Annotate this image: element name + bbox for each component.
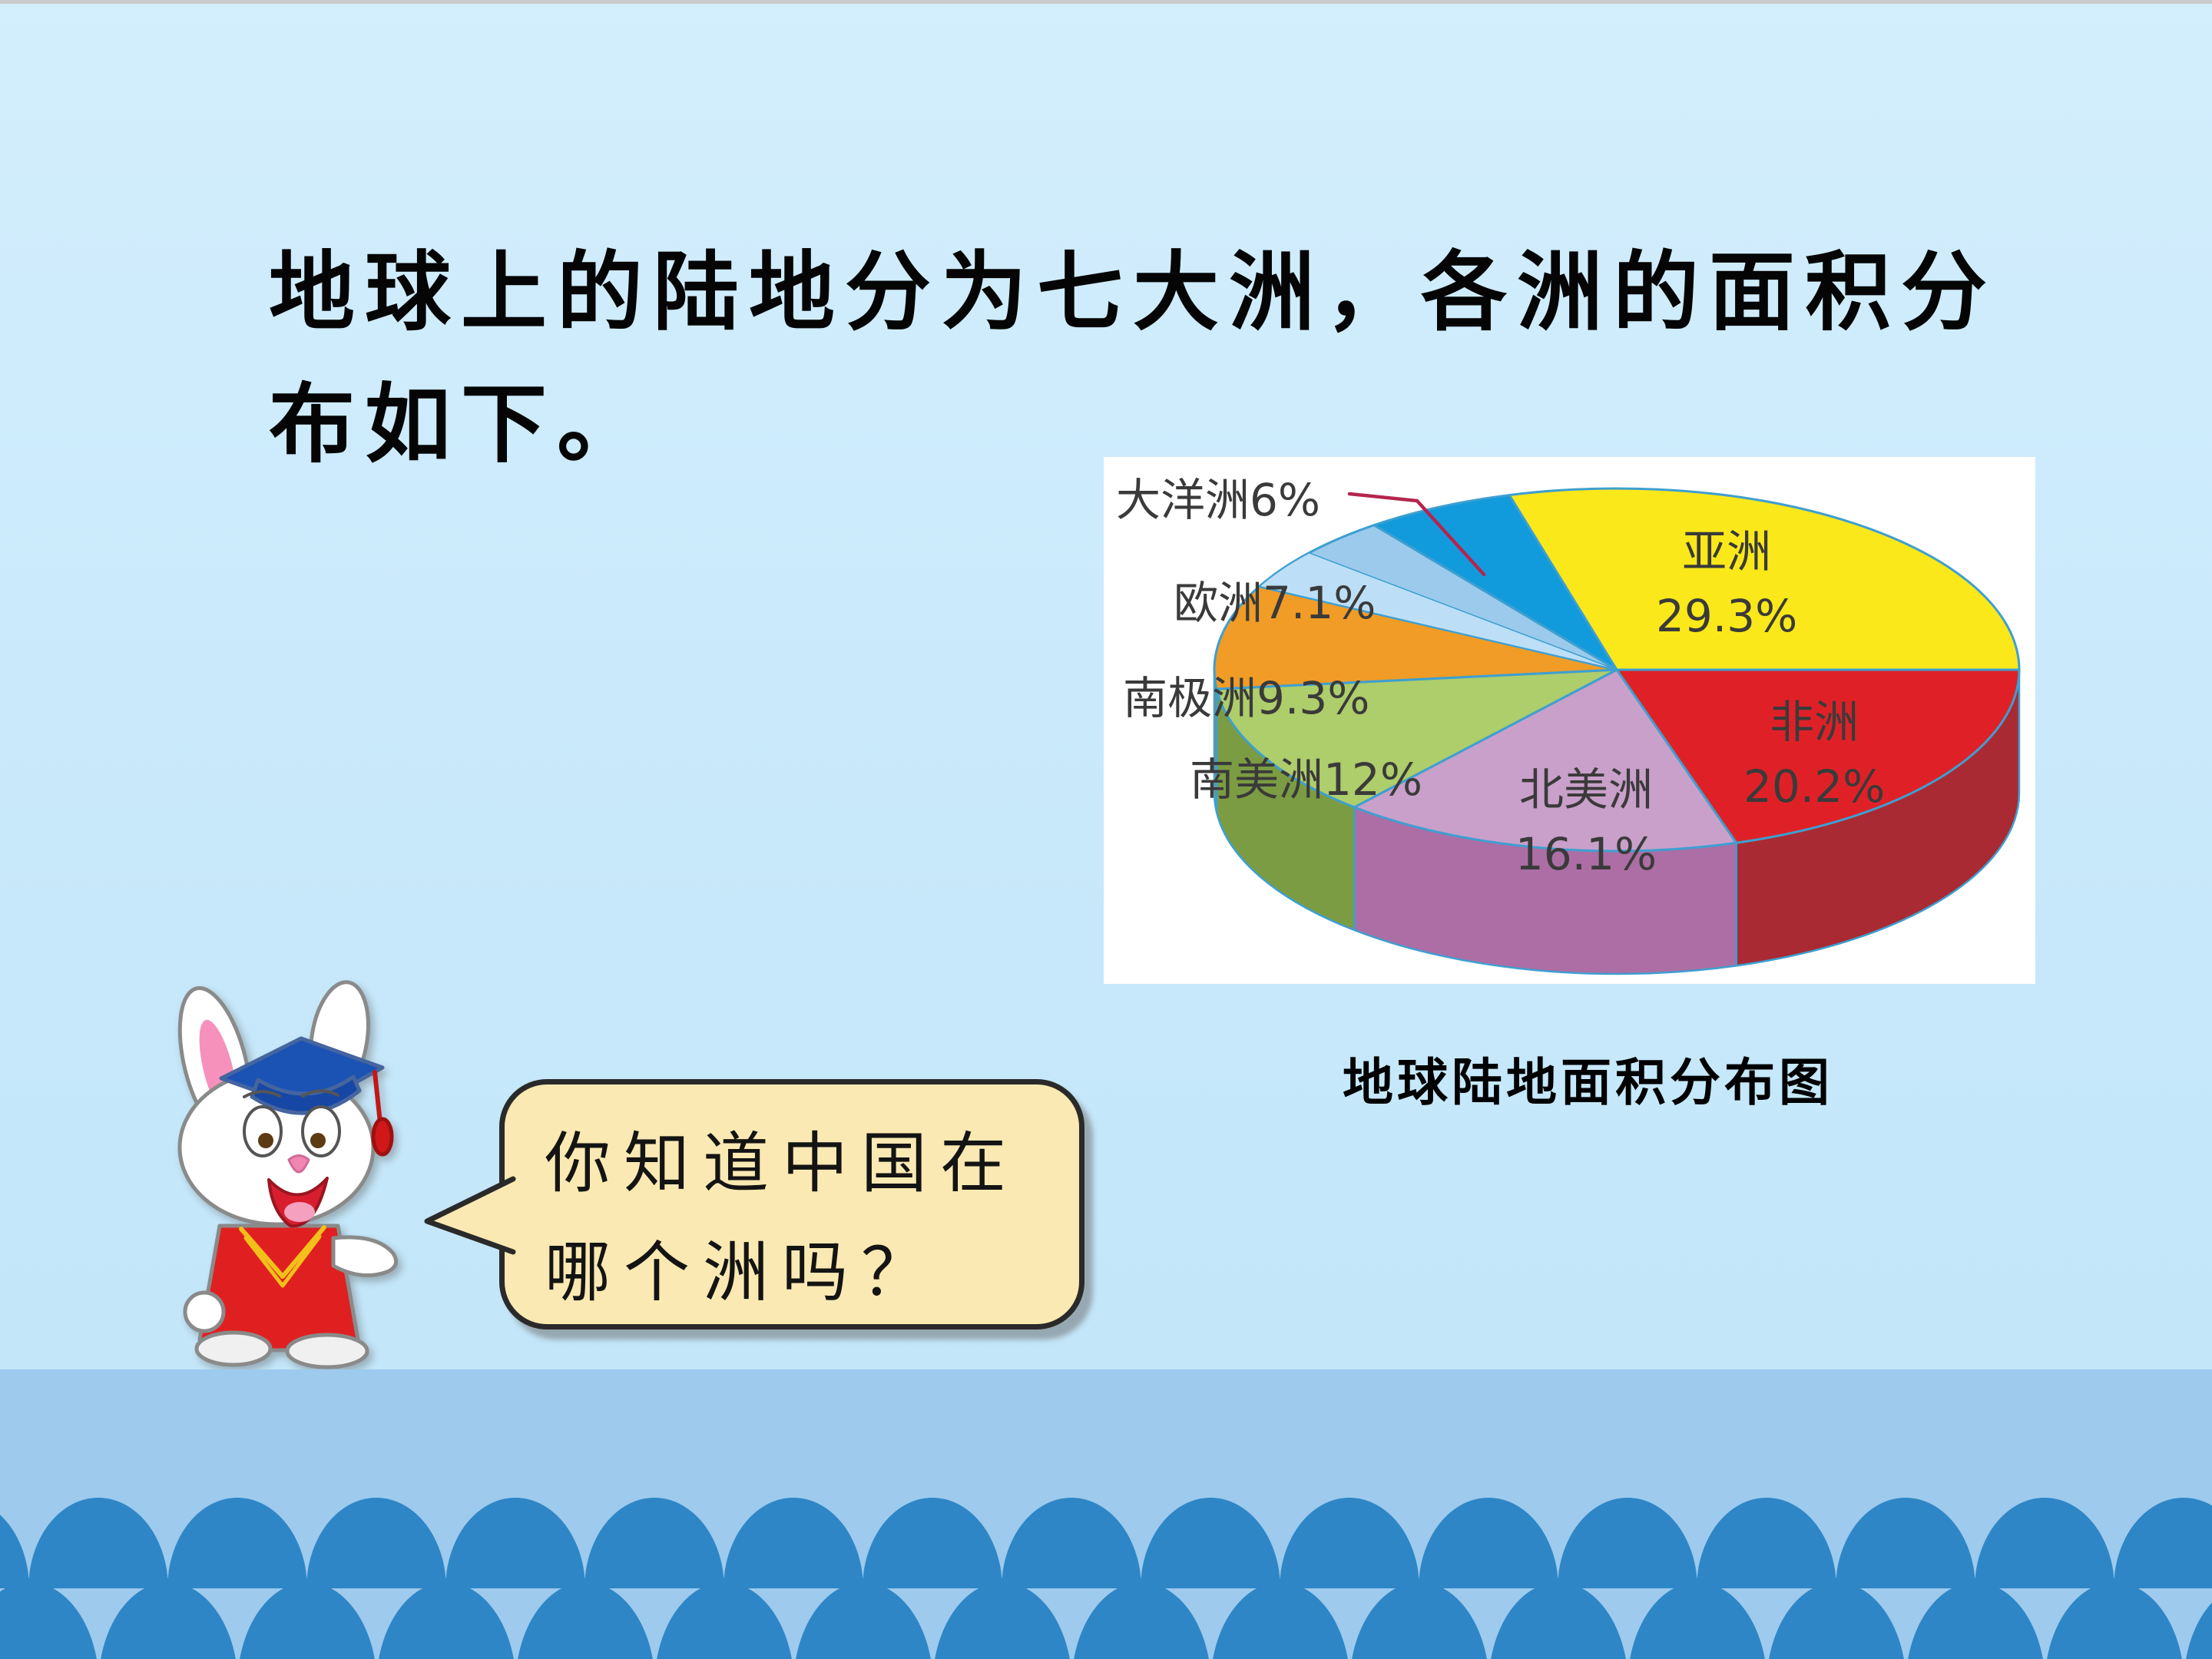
wave-dome-row1 <box>306 1498 446 1588</box>
pie-slice-europe-highlight <box>1258 552 1618 671</box>
speech-bubble-tail <box>424 1176 516 1255</box>
speech-line-2: 哪个洲吗？ <box>545 1236 940 1310</box>
wave-dome-row2 <box>1767 1582 1906 1659</box>
rabbit-right-eye <box>301 1105 341 1157</box>
wave-dome-row1 <box>1002 1498 1141 1588</box>
title-line-1: 地球上的陆地分为七大洲，各洲的面积分 <box>269 246 1997 341</box>
wave-dome-row2 <box>98 1582 238 1659</box>
wave-dome-row2 <box>376 1582 516 1659</box>
top-edge-strip <box>0 0 2212 4</box>
pie-label-south-america: 南美洲12% <box>1190 753 1422 806</box>
wave-dome-row1 <box>1697 1498 1836 1588</box>
wave-dome-row1 <box>1141 1498 1280 1588</box>
wave-dome-row1 <box>445 1498 585 1588</box>
rabbit-nose <box>287 1154 310 1174</box>
wave-dome-row2 <box>1628 1582 1767 1659</box>
wave-dome-row2 <box>1071 1582 1211 1659</box>
rabbit-left-pupil <box>258 1133 273 1148</box>
wave-dome-row2 <box>1210 1582 1350 1659</box>
wave-dome-row1 <box>863 1498 1002 1588</box>
wave-dome-row1 <box>28 1498 168 1588</box>
rabbit-left-foot <box>194 1330 273 1367</box>
rabbit-right-pupil <box>310 1133 326 1148</box>
speech-bubble-text: 你知道中国在 哪个洲吗？ <box>545 1109 1019 1327</box>
wave-dome-row1 <box>1836 1498 1975 1588</box>
rabbit-mascot <box>177 980 399 1369</box>
wave-dome-row2 <box>1349 1582 1489 1659</box>
pie-label-asia: 亚洲 29.3% <box>1656 525 1798 642</box>
pie-slice-north-america <box>1353 668 1738 853</box>
rabbit-cap-tassel <box>371 1117 394 1157</box>
rabbit-left-eyebrow <box>243 1090 281 1098</box>
rabbit-cap-tassel-cord <box>373 1070 382 1125</box>
wave-dome-row2 <box>932 1582 1072 1659</box>
wave-dome-row2 <box>1488 1582 1628 1659</box>
speech-line-1: 你知道中国在 <box>545 1127 1019 1200</box>
wave-dome-row2 <box>0 1582 99 1659</box>
wave-dome-row1 <box>167 1498 307 1588</box>
rabbit-right-foot <box>285 1333 369 1369</box>
rabbit-tongue <box>284 1202 315 1222</box>
wave-dome-row2 <box>793 1582 933 1659</box>
rabbit-right-eyebrow <box>301 1089 339 1098</box>
rabbit-collar-trim-2 <box>243 1234 322 1288</box>
title-line-2: 布如下。 <box>269 378 653 473</box>
pie-chart <box>1213 487 2021 975</box>
wave-dome-row2 <box>237 1582 377 1659</box>
pie-slice-south-america <box>1215 668 1618 809</box>
pie-slice-africa <box>1615 668 2021 844</box>
wave-dome-row2 <box>515 1582 655 1659</box>
pie-callout-line-oceania <box>1347 492 1486 577</box>
rabbit-arm-pointing <box>331 1235 399 1277</box>
chart-panel <box>1104 457 2035 984</box>
wave-dome-row1 <box>1975 1498 2114 1588</box>
pie-label-europe: 欧洲7.1% <box>1174 577 1376 629</box>
pie-label-north-america: 北美洲 16.1% <box>1515 763 1657 880</box>
wave-dome-row2 <box>1906 1582 2045 1659</box>
wave-dome-row1 <box>1558 1498 1697 1588</box>
rabbit-left-paw <box>183 1290 226 1333</box>
rabbit-left-eye <box>243 1105 283 1157</box>
wave-dome-row2 <box>2184 1582 2212 1659</box>
pie-label-oceania: 大洋洲6% <box>1116 474 1321 526</box>
wave-dome-row1 <box>0 1498 29 1588</box>
page-title: 地球上的陆地分为七大洲，各洲的面积分 布如下。 <box>269 227 2051 492</box>
wave-dome-row1 <box>584 1498 724 1588</box>
wave-dome-row2 <box>2045 1582 2184 1659</box>
pie-label-antarctica: 南极洲9.3% <box>1123 672 1370 724</box>
pie-label-africa: 非洲 20.2% <box>1743 696 1886 813</box>
pie-slice-antarctica <box>1213 585 1618 690</box>
rabbit-collar-trim <box>239 1225 326 1279</box>
wave-dome-row1 <box>724 1498 863 1588</box>
pie-slice-oceania <box>1373 494 1618 671</box>
pie-slice-asia <box>1508 487 2021 671</box>
wave-dome-row2 <box>654 1582 794 1659</box>
speech-bubble: 你知道中国在 哪个洲吗？ <box>499 1079 1084 1330</box>
wave-dome-row1 <box>1419 1498 1558 1588</box>
chart-caption: 地球陆地面积分布图 <box>1343 1054 1833 1111</box>
wave-dome-row1 <box>2114 1498 2212 1588</box>
wave-dome-row1 <box>1280 1498 1419 1588</box>
bottom-band <box>0 1369 2212 1659</box>
